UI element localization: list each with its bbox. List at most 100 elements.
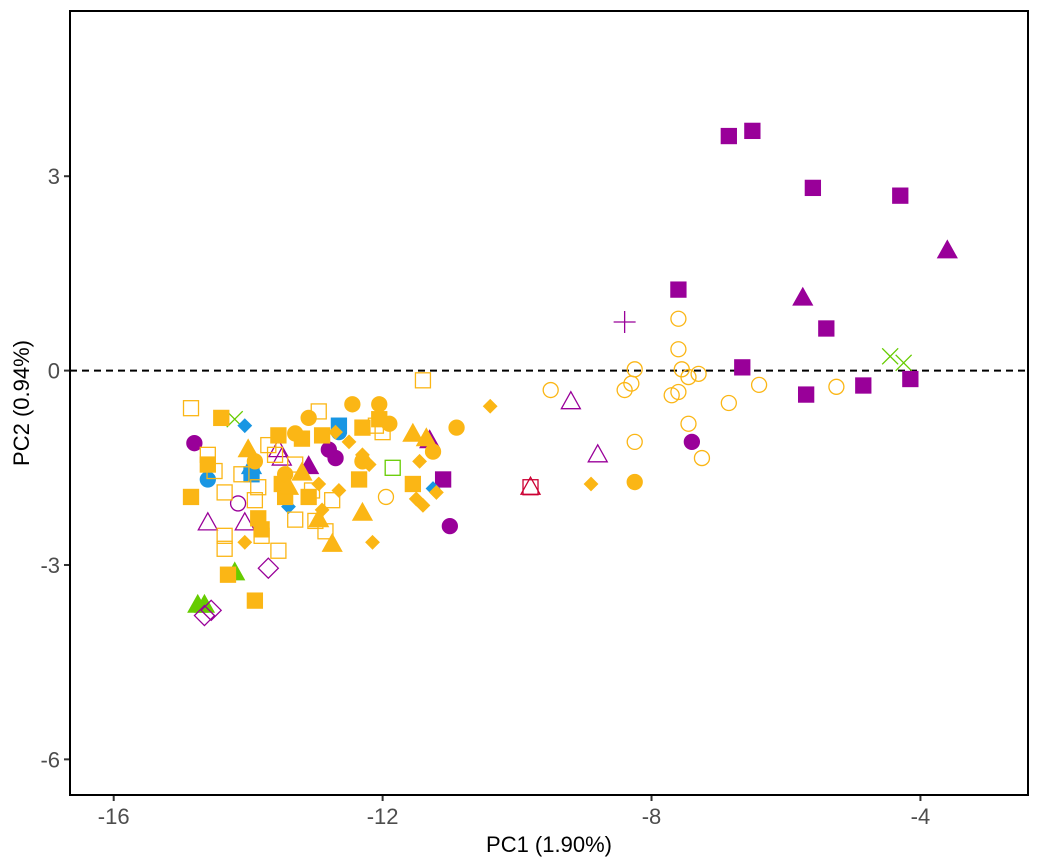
data-point-square — [246, 492, 264, 509]
data-point-plus — [613, 311, 636, 334]
data-point-square — [414, 372, 432, 389]
tick-marks — [64, 175, 922, 801]
data-point-triangle — [519, 475, 542, 495]
data-point-triangle — [237, 438, 259, 458]
data-point-square — [253, 521, 270, 538]
data-point-circle — [626, 361, 643, 378]
data-point-diamond — [482, 398, 498, 414]
data-point-square — [199, 456, 216, 473]
data-point-square — [818, 320, 835, 337]
data-point-circle — [720, 394, 737, 412]
data-point-circle — [626, 433, 643, 451]
x-tick-label: -4 — [911, 804, 931, 829]
data-point-triangle — [402, 422, 424, 442]
data-point-circle — [690, 365, 707, 382]
data-point-diamond — [237, 534, 253, 550]
data-point-square — [287, 511, 304, 528]
data-point-square — [182, 488, 200, 506]
data-point-square — [182, 400, 200, 417]
y-tick-labels: -6 -3 0 3 — [40, 164, 60, 772]
data-point-diamond — [341, 434, 357, 450]
data-point-square — [902, 370, 919, 388]
data-point-circle — [287, 425, 304, 442]
data-point-triangle — [193, 593, 216, 613]
data-point-diamond — [257, 557, 280, 580]
data-point-circle — [670, 341, 687, 358]
data-point-square — [670, 281, 687, 298]
data-point-circle — [680, 368, 697, 386]
x-tick-labels: -16 -12 -8 -4 — [98, 804, 930, 829]
data-point-square — [216, 527, 233, 544]
data-point-triangle — [308, 508, 330, 528]
data-point-square — [233, 466, 250, 483]
data-point-circle — [683, 433, 701, 451]
data-point-triangle — [321, 532, 343, 552]
data-point-circle — [828, 378, 845, 395]
data-point-triangle — [234, 511, 256, 531]
data-point-triangle — [277, 475, 300, 495]
data-point-square — [354, 419, 371, 436]
data-point-circle — [693, 449, 711, 467]
data-point-triangle — [351, 501, 374, 521]
data-point-diamond — [415, 497, 431, 513]
data-point-square — [270, 542, 287, 559]
data-point-triangle — [197, 511, 219, 531]
data-point-square — [313, 427, 331, 444]
data-point-square — [270, 427, 287, 444]
data-point-square — [744, 122, 761, 140]
data-point-triangle — [291, 461, 313, 481]
data-point-circle — [680, 415, 697, 432]
data-point-square — [434, 471, 452, 488]
data-point-square — [350, 471, 368, 488]
panel-border — [69, 10, 1029, 796]
x-tick-label: -12 — [367, 804, 399, 829]
data-point-circle — [448, 419, 465, 436]
data-point-circle — [199, 471, 216, 488]
data-point-square — [797, 386, 815, 403]
data-point-diamond — [200, 599, 223, 622]
y-tick-label: 0 — [48, 359, 60, 384]
data-point-diamond — [365, 534, 380, 550]
data-point-circle — [750, 376, 768, 394]
data-point-diamond — [237, 418, 253, 434]
data-point-square — [720, 127, 737, 145]
data-point-square — [246, 592, 264, 609]
x-axis-title: PC1 (1.90%) — [486, 832, 612, 857]
data-point-square — [260, 436, 277, 454]
data-point-square — [216, 484, 233, 501]
data-point-square — [300, 488, 317, 506]
data-point-circle — [381, 415, 398, 432]
data-point-diamond — [355, 447, 370, 463]
data-point-circle — [300, 409, 317, 427]
x-tick-label: -8 — [642, 804, 662, 829]
data-point-circle — [377, 488, 395, 506]
y-tick-label: -6 — [40, 747, 60, 772]
data-point-square — [855, 377, 872, 394]
data-point-square — [213, 409, 230, 427]
data-points — [182, 122, 958, 627]
data-point-square — [216, 540, 233, 557]
data-point-circle — [626, 473, 643, 491]
data-point-square — [219, 566, 237, 583]
data-point-diamond — [331, 483, 347, 498]
data-point-triangle — [936, 239, 958, 259]
data-point-circle — [344, 396, 361, 413]
x-tick-label: -16 — [98, 804, 130, 829]
y-tick-label: 3 — [48, 164, 60, 189]
data-point-diamond — [428, 484, 444, 500]
data-point-square — [324, 492, 341, 509]
data-point-diamond — [328, 424, 343, 440]
data-point-square — [266, 446, 284, 463]
data-point-circle — [371, 396, 388, 413]
data-point-triangle — [792, 286, 814, 306]
data-point-diamond — [311, 476, 327, 492]
data-point-cross — [881, 347, 899, 365]
data-point-circle — [663, 387, 680, 404]
data-point-circle — [186, 435, 203, 452]
data-point-triangle — [587, 443, 609, 463]
data-point-square — [892, 187, 909, 204]
data-point-diamond — [193, 604, 216, 627]
data-point-circle — [441, 517, 458, 535]
data-point-square — [384, 459, 401, 476]
